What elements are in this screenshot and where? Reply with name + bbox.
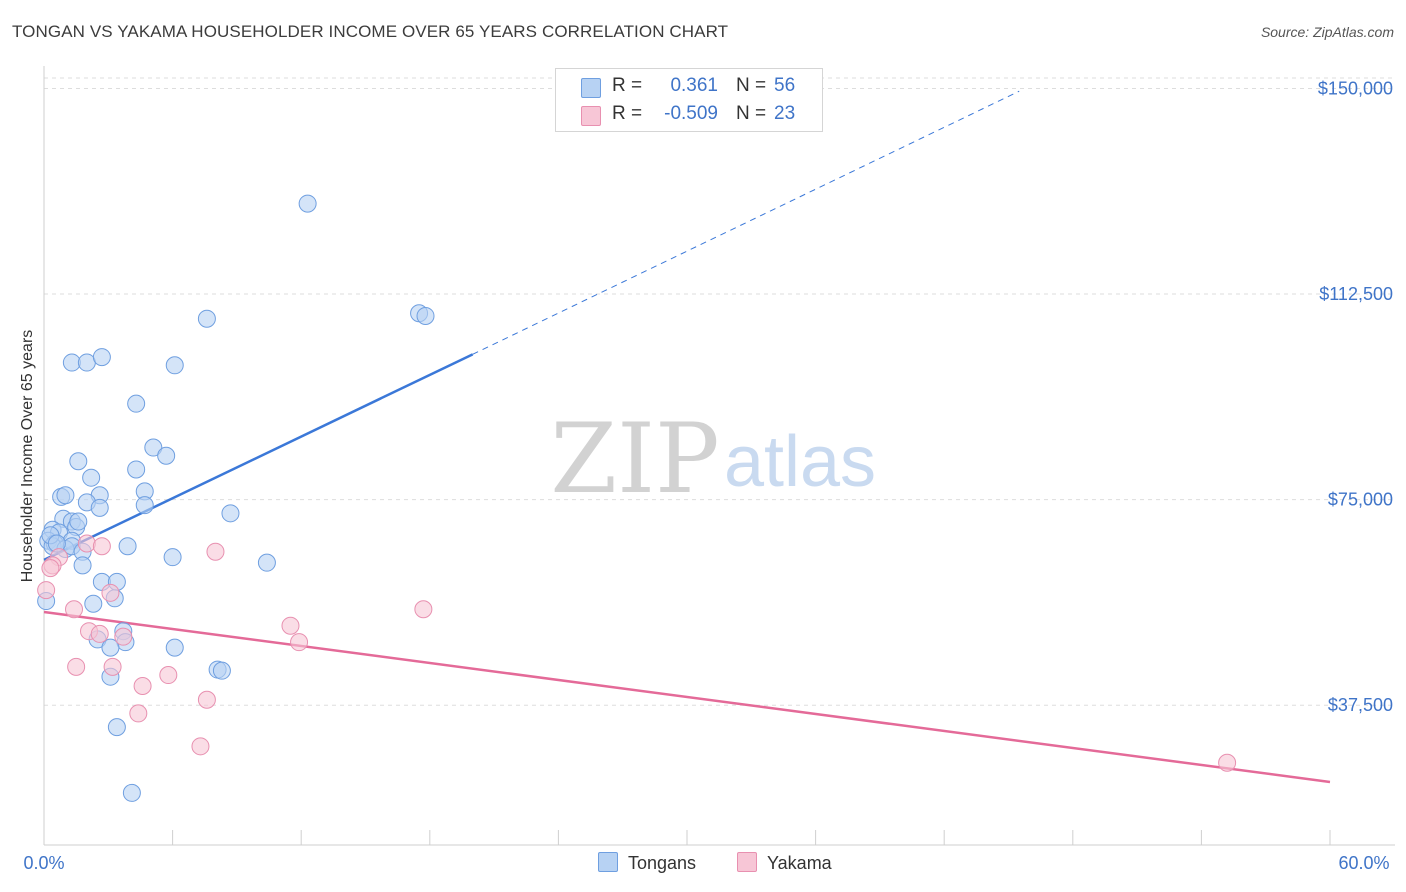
yakama-point xyxy=(281,616,300,635)
tongans-point xyxy=(107,718,126,737)
tongans-point xyxy=(56,486,75,505)
tongans-point xyxy=(101,638,120,657)
tongans-point xyxy=(118,537,137,556)
y-tick-label: $37,500 xyxy=(1328,695,1393,715)
legend-r-value: 0.361 xyxy=(670,75,718,96)
yakama-swatch xyxy=(581,106,601,126)
x-tick-label-left: 0.0% xyxy=(23,853,64,873)
trend-lines xyxy=(43,90,1331,784)
tongans-point xyxy=(212,661,231,680)
tongans-point xyxy=(165,638,184,657)
tongans-point xyxy=(144,438,163,457)
axis-tick-labels: $37,500 $75,000 $112,500 $150,000 0.0% 60.0% xyxy=(23,78,1393,873)
tongans-point xyxy=(92,348,111,367)
axes xyxy=(43,66,1395,846)
tongans-point xyxy=(90,498,109,517)
legend-n-label: N = xyxy=(736,103,767,124)
bottom-legend-tongans: Tongans xyxy=(598,852,696,874)
tongans-point xyxy=(157,446,176,465)
tongans-point xyxy=(69,452,88,471)
yakama-point xyxy=(206,542,225,561)
yakama-point xyxy=(129,704,148,723)
data-points xyxy=(37,194,1237,802)
tongans-point xyxy=(69,512,88,531)
watermark: ZIP atlas xyxy=(550,403,876,515)
yakama-point xyxy=(101,583,120,602)
tongans-point xyxy=(298,194,317,213)
yakama-point xyxy=(90,624,109,643)
tongans-point xyxy=(77,353,96,372)
yakama-point xyxy=(37,581,56,600)
tongans-point xyxy=(197,309,216,328)
tongans-point xyxy=(82,468,101,487)
tongans-label: Tongans xyxy=(628,853,697,873)
y-tick-label: $112,500 xyxy=(1319,284,1393,304)
source-credit: Source: ZipAtlas.com xyxy=(1260,24,1394,40)
yakama-point xyxy=(414,600,433,619)
tongans-swatch xyxy=(581,78,601,98)
yakama-point xyxy=(114,627,133,646)
tongans-point xyxy=(163,548,182,567)
yakama-swatch xyxy=(737,852,757,872)
yakama-point xyxy=(159,666,178,685)
tongans-point xyxy=(73,556,92,575)
yakama-point xyxy=(41,559,60,578)
y-tick-label: $75,000 xyxy=(1328,490,1393,510)
tongans-point xyxy=(62,353,81,372)
legend-n-label: N = xyxy=(736,75,767,96)
tongans-point xyxy=(416,306,435,325)
yakama-point xyxy=(67,657,86,676)
yakama-point xyxy=(191,737,210,756)
y-tick-label: $150,000 xyxy=(1318,78,1393,98)
tongans-point xyxy=(257,553,276,572)
tongans-point xyxy=(135,496,154,515)
yakama-point xyxy=(77,534,96,553)
tongans-trend-line xyxy=(43,353,474,562)
tongans-point xyxy=(84,594,103,613)
yakama-point xyxy=(103,657,122,676)
yakama-point xyxy=(1218,753,1237,772)
yakama-point xyxy=(133,677,152,696)
tongans-point xyxy=(127,460,146,479)
tongans-trend-extension xyxy=(472,90,1020,355)
tongans-point xyxy=(122,783,141,802)
legend-r-label: R = xyxy=(612,103,643,124)
legend-r-label: R = xyxy=(612,75,643,96)
tongans-swatch xyxy=(598,852,618,872)
correlation-legend: R = 0.361 N = 56 R = -0.509 N = 23 xyxy=(555,68,823,132)
tongans-point xyxy=(127,394,146,413)
chart-title: TONGAN VS YAKAMA HOUSEHOLDER INCOME OVER… xyxy=(12,22,729,41)
yakama-label: Yakama xyxy=(767,853,832,873)
yakama-trend-line xyxy=(43,610,1331,784)
x-tick-label-right: 60.0% xyxy=(1338,853,1389,873)
watermark-zip: ZIP xyxy=(550,403,719,515)
legend-r-value: -0.509 xyxy=(664,103,718,124)
yakama-point xyxy=(65,600,84,619)
yakama-point xyxy=(197,690,216,709)
legend-n-value: 56 xyxy=(774,75,796,96)
yakama-point xyxy=(290,633,309,652)
legend-n-value: 23 xyxy=(774,103,796,124)
watermark-atlas: atlas xyxy=(724,422,876,502)
tongans-point xyxy=(221,504,240,523)
bottom-legend-yakama: Yakama xyxy=(737,852,832,874)
gridlines xyxy=(44,77,1395,706)
yakama-point xyxy=(92,537,111,556)
tongans-point xyxy=(165,356,184,375)
